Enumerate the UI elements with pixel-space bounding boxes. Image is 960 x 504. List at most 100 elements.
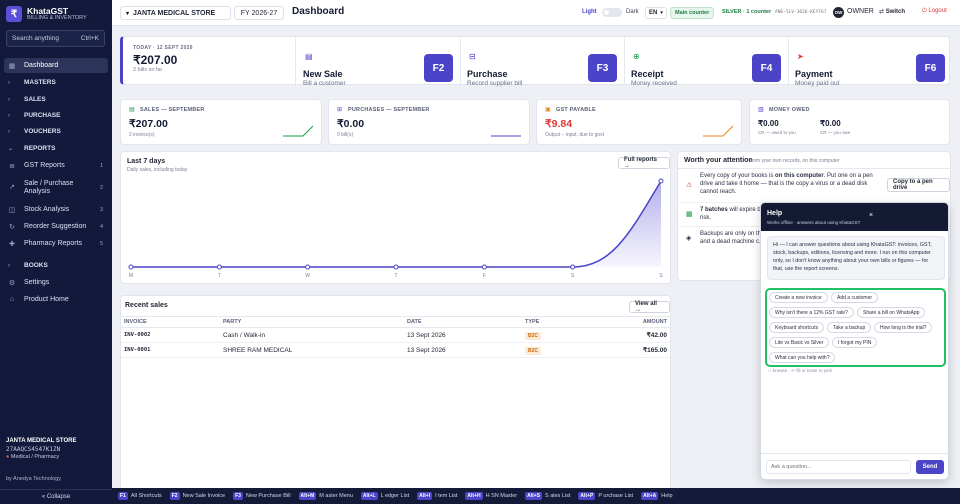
suggestion-chip[interactable]: Create a new invoice	[769, 292, 828, 303]
column-header-type: TYPE	[515, 316, 605, 328]
table-row[interactable]: INV-0002 Cash / Walk-in 13 Sept 2026 B2C…	[121, 327, 670, 343]
shortcut-item[interactable]: F3 New Purchase Bill	[233, 492, 291, 500]
chevron-right-icon: ›	[8, 79, 10, 86]
suggestion-chip[interactable]: Why isn't there a 12% GST rate?	[769, 307, 854, 318]
language-selector[interactable]: EN ▾	[645, 7, 667, 19]
you-owe-value: ₹0.00	[820, 119, 841, 128]
shortcut-badge: 4	[99, 223, 103, 230]
sidebar-item-gst-reports[interactable]: ≣ GST Reports 1	[4, 158, 108, 173]
suggestion-chip[interactable]: Take a backup	[827, 322, 872, 333]
theme-toggle[interactable]	[602, 8, 622, 17]
send-icon: ➤	[797, 52, 804, 61]
sidebar-item-product-home[interactable]: ⌂ Product Home	[4, 292, 108, 307]
sidebar-item-vouchers[interactable]: › VOUCHERS	[4, 124, 108, 139]
shortcut-item[interactable]: Alt+L L edger List	[360, 492, 409, 500]
store-selector[interactable]: ▾ JANTA MEDICAL STORE	[120, 6, 231, 20]
receipt-action[interactable]: ⊕ Receipt Money received F4	[631, 48, 781, 87]
send-button[interactable]: Send	[916, 460, 944, 474]
switch-icon: ⇄	[879, 9, 885, 15]
collapse-button[interactable]: « Collapse	[0, 489, 112, 504]
gst-stat-card[interactable]: ▣ GST PAYABLE ₹9.84 Output − input, due …	[536, 99, 742, 145]
sidebar-item-reorder-suggestion[interactable]: ↻ Reorder Suggestion 4	[4, 219, 108, 234]
purchases-stat-card[interactable]: ⊞ PURCHASES — SEPTEMBER ₹0.00 0 bill(s)	[328, 99, 530, 145]
close-icon[interactable]: ×	[869, 212, 874, 219]
fy-selector[interactable]: FY 2026-27	[234, 6, 284, 20]
suggestion-chip[interactable]: I forgot my PIN	[832, 337, 878, 348]
suggestion-chip[interactable]: What can you help with?	[769, 352, 836, 363]
sidebar-item-books[interactable]: › BOOKS	[4, 258, 108, 273]
suggestion-chip[interactable]: Lite vs Basic vs Silver	[769, 337, 830, 348]
sidebar-item-label: Stock Analysis	[24, 206, 70, 213]
logout-button[interactable]: ⏻ Logout	[922, 8, 947, 15]
shortcut-key: Alt+I	[417, 492, 433, 500]
new-sale-action[interactable]: ▤ New Sale Bill a customer F2	[303, 48, 453, 87]
shortcut-key: Alt+M	[298, 492, 317, 500]
party-name: SHREE RAM MEDICAL	[213, 342, 397, 358]
sidebar-item-label: Reorder Suggestion	[24, 223, 87, 230]
store-info: JANTA MEDICAL STORE 27AAQCS4547K1ZN ● Me…	[6, 438, 76, 461]
copy-to-pen-drive-button[interactable]: Copy to a pen drive	[887, 178, 950, 192]
suggestions-box	[765, 288, 946, 367]
owed-to-you-sub: CR — owed to you	[758, 130, 796, 135]
owed-to-you-value: ₹0.00	[758, 119, 779, 128]
invoice-date: 13 Sept 2026	[397, 342, 515, 358]
shortcut-item[interactable]: Alt+S S ales List	[525, 492, 570, 500]
money-owed-stat-card[interactable]: ▥ MONEY OWED ₹0.00 CR — owed to you ₹0.0…	[749, 99, 950, 145]
chart-tick-label: S	[571, 273, 575, 279]
sidebar-search[interactable]: Search anything Ctrl+K	[6, 30, 105, 47]
shortcut-key: Alt+H	[465, 492, 483, 500]
sidebar-item-stock-analysis[interactable]: ◫ Stock Analysis 3	[4, 202, 108, 217]
shortcut-item[interactable]: Alt+A Help	[641, 492, 673, 500]
action-title: New Sale	[303, 69, 343, 79]
shortcut-key: F1	[118, 492, 128, 500]
shortcut-label: S ales List	[545, 493, 571, 499]
suggestion-chip[interactable]: Share a bill on WhatsApp	[857, 307, 926, 318]
theme-dark-label: Dark	[626, 9, 639, 15]
shortcut-item[interactable]: F2 New Sale Invoice	[169, 492, 225, 500]
sidebar-item-sale-purchase-analysis[interactable]: ↗ Sale / Purchase Analysis 2	[4, 178, 108, 198]
logout-icon: ⏻	[922, 8, 927, 14]
suggestion-chip[interactable]: Add a customer	[831, 292, 879, 303]
sidebar-item-purchase[interactable]: › PURCHASE	[4, 108, 108, 123]
sidebar-item-sales[interactable]: › SALES	[4, 92, 108, 107]
help-question-input[interactable]	[766, 460, 911, 474]
full-reports-button[interactable]: Full reports →	[618, 157, 670, 169]
shortcut-item[interactable]: Alt+I I tem List	[417, 492, 457, 500]
shortcut-item[interactable]: F1 All Shortcuts	[118, 492, 162, 500]
shortcut-key: Alt+P	[578, 492, 596, 500]
sidebar-item-reports[interactable]: ⌄ REPORTS	[4, 141, 108, 156]
table-row[interactable]: INV-0001 SHREE RAM MEDICAL 13 Sept 2026 …	[121, 342, 670, 358]
attention-text: risk.	[700, 215, 711, 222]
suggestion-chip[interactable]: Keyboard shortcuts	[769, 322, 825, 333]
owner-avatar[interactable]: OW	[833, 7, 844, 18]
stat-label: SALES — SEPTEMBER	[140, 107, 205, 113]
shortcut-item[interactable]: Alt+P P urchase List	[578, 492, 633, 500]
sidebar-item-dashboard[interactable]: ▦ Dashboard	[4, 58, 108, 73]
sidebar-item-label: MASTERS	[24, 79, 56, 86]
today-summary: TODAY · 12 SEPT 2026 ₹207.00 2 bills so …	[133, 45, 193, 73]
sidebar-item-pharmacy-reports[interactable]: ✚ Pharmacy Reports 5	[4, 236, 108, 251]
stat-sub: 0 bill(s)	[337, 132, 354, 138]
sales-stat-card[interactable]: ▤ SALES — SEPTEMBER ₹207.00 2 invoice(s)	[120, 99, 322, 145]
attention-text: will expire b...	[727, 207, 766, 213]
purchase-action[interactable]: ⊟ Purchase Record supplier bill F3	[467, 48, 617, 87]
chart-point	[393, 264, 399, 270]
sidebar-item-settings[interactable]: ⚙ Settings	[4, 275, 108, 290]
batch-icon: ▦	[686, 211, 693, 218]
view-all-button[interactable]: View all →	[629, 301, 670, 313]
shortcut-item[interactable]: Alt+H H SN Master	[465, 492, 517, 500]
suggestion-chip[interactable]: How long is the trial?	[874, 322, 933, 333]
stat-label: MONEY OWED	[769, 107, 810, 113]
sidebar-item-masters[interactable]: › MASTERS	[4, 75, 108, 90]
theme-light-label: Light	[582, 9, 597, 15]
recent-sales-title: Recent sales	[125, 302, 168, 309]
plan-label: SILVER · 1 counter	[722, 9, 772, 15]
app-subtitle: BILLING & INVENTORY	[27, 14, 87, 21]
action-divider	[624, 37, 625, 84]
store-name: JANTA MEDICAL STORE	[6, 438, 77, 444]
money-in-icon: ⊕	[633, 52, 640, 61]
today-actions-panel: TODAY · 12 SEPT 2026 ₹207.00 2 bills so …	[120, 36, 950, 87]
payment-action[interactable]: ➤ Payment Money paid out F6	[795, 48, 945, 87]
switch-button[interactable]: ⇄ Switch	[879, 8, 905, 15]
shortcut-item[interactable]: Alt+M M aster Menu	[298, 492, 353, 500]
